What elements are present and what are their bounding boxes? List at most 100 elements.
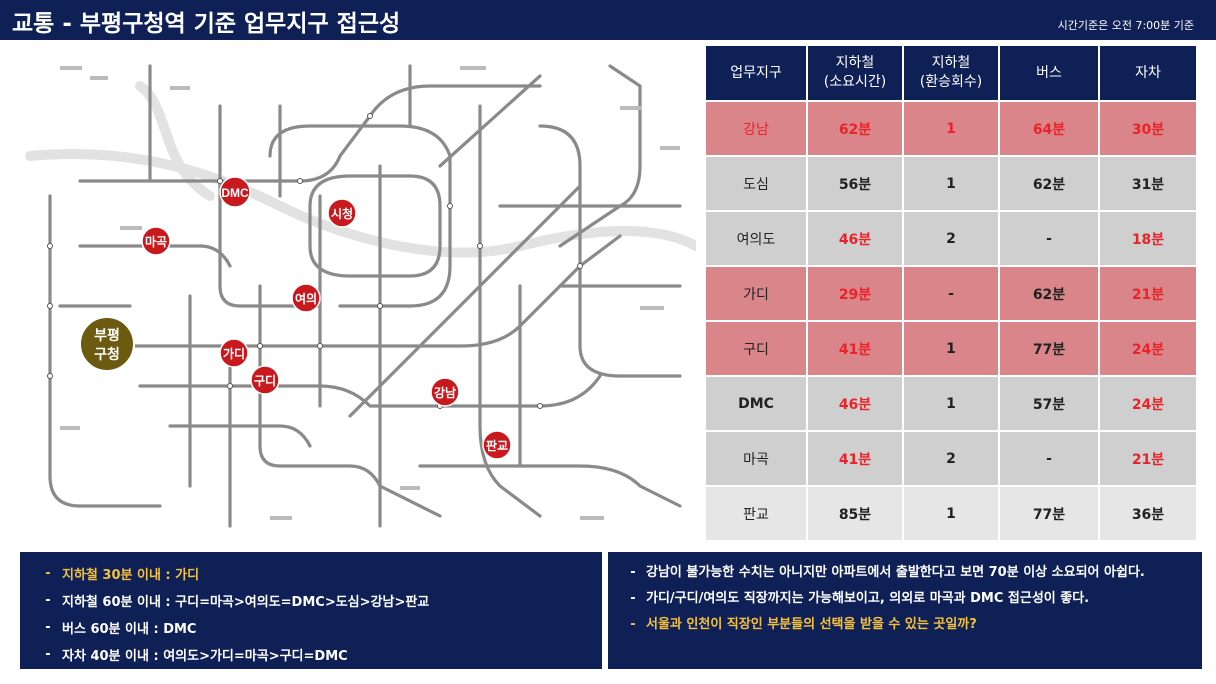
- car-time: 21분: [1131, 451, 1165, 468]
- subway-time: 85분: [808, 487, 904, 540]
- car-time: 21분: [1131, 286, 1165, 303]
- subway-transfers: 1: [904, 377, 1000, 430]
- district-name: DMC: [706, 377, 808, 430]
- subway-map-graphic: DMC 시청 마곡 여의 가디 구디: [25, 64, 696, 528]
- subway-time: 29분: [808, 267, 904, 320]
- header-bar: 교통 - 부평구청역 기준 업무지구 접근성 시간기준은 오전 7:00분 기준: [0, 0, 1216, 40]
- comment-text: 가디/구디/여의도 직장까지는 가능해보이고, 의외로 마곡과 DMC 접근성이…: [646, 591, 1090, 606]
- station-yeoui-label: 여의: [295, 291, 317, 306]
- origin-label-line1: 부평: [94, 327, 120, 344]
- station-gangnam: 강남: [430, 377, 460, 407]
- subway-transfers: 1: [904, 102, 1000, 155]
- district-name: 여의도: [706, 212, 808, 265]
- district-name: 마곡: [706, 432, 808, 485]
- origin-label-line2: 구청: [94, 347, 120, 363]
- station-bupyeong-gucheong: 부평 구청: [79, 316, 135, 372]
- table-row: 도심 56분 1 62분 31분: [706, 155, 1196, 210]
- summary-item: - 지하철 30분 이내 : 가디: [34, 560, 588, 587]
- table-row: 판교 85분 1 77분 36분: [706, 485, 1196, 540]
- car-time: 24분: [1131, 341, 1165, 358]
- subway-transfers: -: [904, 267, 1000, 320]
- bullet-dash: -: [45, 593, 51, 608]
- car-time: 30분: [1131, 121, 1165, 138]
- station-yeoui: 여의: [291, 283, 321, 313]
- station-dmc-label: DMC: [221, 186, 249, 200]
- table-header: 업무지구 지하철 (소요시간) 지하철 (환승회수) 버스 자차: [706, 46, 1196, 100]
- bullet-dash: -: [45, 566, 51, 581]
- table-row: 여의도 46분 2 - 18분: [706, 210, 1196, 265]
- station-pangyo-label: 판교: [486, 438, 508, 453]
- station-pangyo: 판교: [482, 430, 512, 460]
- station-gadi-label: 가디: [223, 346, 245, 361]
- header-subway-transfers: 지하철 (환승회수): [904, 46, 1000, 100]
- subway-time: 46분: [808, 377, 904, 430]
- subway-time: 41분: [808, 322, 904, 375]
- table-row: 마곡 41분 2 - 21분: [706, 430, 1196, 485]
- car-time: 31분: [1131, 176, 1165, 193]
- summary-item: - 지하철 60분 이내 : 구디=마곡>여의도=DMC>도심>강남>판교: [34, 587, 588, 614]
- station-gadi: 가디: [219, 338, 249, 368]
- subway-transfers: 1: [904, 487, 1000, 540]
- access-time-table: 업무지구 지하철 (소요시간) 지하철 (환승회수) 버스 자차 강남 62분 …: [706, 46, 1196, 540]
- subway-map: DMC 시청 마곡 여의 가디 구디: [20, 46, 696, 541]
- station-gudi-label: 구디: [254, 373, 276, 388]
- comment-text: 강남이 불가능한 수치는 아니지만 아파트에서 출발한다고 보면 70분 이상 …: [646, 565, 1145, 580]
- car-time: 24분: [1131, 396, 1165, 413]
- district-name: 판교: [706, 487, 808, 540]
- station-sicheong: 시청: [327, 198, 357, 228]
- bullet-dash: -: [630, 591, 636, 606]
- page-title: 교통 - 부평구청역 기준 업무지구 접근성: [12, 11, 401, 37]
- summary-text: 지하철 30분 이내 : 가디: [62, 568, 200, 583]
- district-name: 도심: [706, 157, 808, 210]
- bullet-dash: -: [45, 620, 51, 635]
- car-time: 18분: [1131, 231, 1165, 248]
- bus-time: -: [1000, 432, 1100, 485]
- summary-item: - 버스 60분 이내 : DMC: [34, 614, 588, 641]
- summary-right-box: - 강남이 불가능한 수치는 아니지만 아파트에서 출발한다고 보면 70분 이…: [608, 552, 1202, 669]
- subway-transfers: 2: [904, 432, 1000, 485]
- district-name: 강남: [706, 102, 808, 155]
- summary-text: 버스 60분 이내 : DMC: [62, 622, 197, 637]
- subway-time: 41분: [808, 432, 904, 485]
- bus-time: 77분: [1000, 487, 1100, 540]
- comment-item: - 강남이 불가능한 수치는 아니지만 아파트에서 출발한다고 보면 70분 이…: [620, 560, 1190, 586]
- bus-time: 62분: [1000, 267, 1100, 320]
- subway-time: 56분: [808, 157, 904, 210]
- subway-transfers: 2: [904, 212, 1000, 265]
- subway-transfers: 1: [904, 157, 1000, 210]
- header-car: 자차: [1100, 46, 1196, 100]
- bullet-dash: -: [630, 565, 636, 580]
- summary-left-box: - 지하철 30분 이내 : 가디 - 지하철 60분 이내 : 구디=마곡>여…: [20, 552, 602, 669]
- subway-time: 62분: [808, 102, 904, 155]
- table-row: 가디 29분 - 62분 21분: [706, 265, 1196, 320]
- district-name: 가디: [706, 267, 808, 320]
- station-magok-label: 마곡: [145, 234, 167, 249]
- station-dmc: DMC: [219, 176, 251, 208]
- station-gangnam-label: 강남: [434, 385, 456, 400]
- car-time: 36분: [1131, 506, 1165, 523]
- bullet-dash: -: [45, 647, 51, 662]
- station-gudi: 구디: [250, 365, 280, 395]
- table-row: 구디 41분 1 77분 24분: [706, 320, 1196, 375]
- summary-item: - 자차 40분 이내 : 여의도>가디=마곡>구디=DMC: [34, 641, 588, 668]
- header-subway-time: 지하철 (소요시간): [808, 46, 904, 100]
- station-markers: DMC 시청 마곡 여의 가디 구디: [79, 176, 512, 460]
- bus-time: 77분: [1000, 322, 1100, 375]
- header-district: 업무지구: [706, 46, 808, 100]
- table-row: 강남 62분 1 64분 30분: [706, 100, 1196, 155]
- summary-text: 자차 40분 이내 : 여의도>가디=마곡>구디=DMC: [62, 649, 348, 664]
- comment-item: - 가디/구디/여의도 직장까지는 가능해보이고, 의외로 마곡과 DMC 접근…: [620, 586, 1190, 612]
- subway-transfers: 1: [904, 322, 1000, 375]
- header-bus: 버스: [1000, 46, 1100, 100]
- bus-time: 62분: [1000, 157, 1100, 210]
- district-name: 구디: [706, 322, 808, 375]
- table-row: DMC 46분 1 57분 24분: [706, 375, 1196, 430]
- time-basis-note: 시간기준은 오전 7:00분 기준: [1057, 19, 1194, 32]
- bus-time: -: [1000, 212, 1100, 265]
- comment-item: - 서울과 인천이 직장인 부분들의 선택을 받을 수 있는 곳일까?: [620, 612, 1190, 638]
- bus-time: 64분: [1000, 102, 1100, 155]
- subway-time: 46분: [808, 212, 904, 265]
- comment-text: 서울과 인천이 직장인 부분들의 선택을 받을 수 있는 곳일까?: [646, 617, 977, 632]
- station-sicheong-label: 시청: [331, 206, 353, 221]
- station-magok: 마곡: [141, 226, 171, 256]
